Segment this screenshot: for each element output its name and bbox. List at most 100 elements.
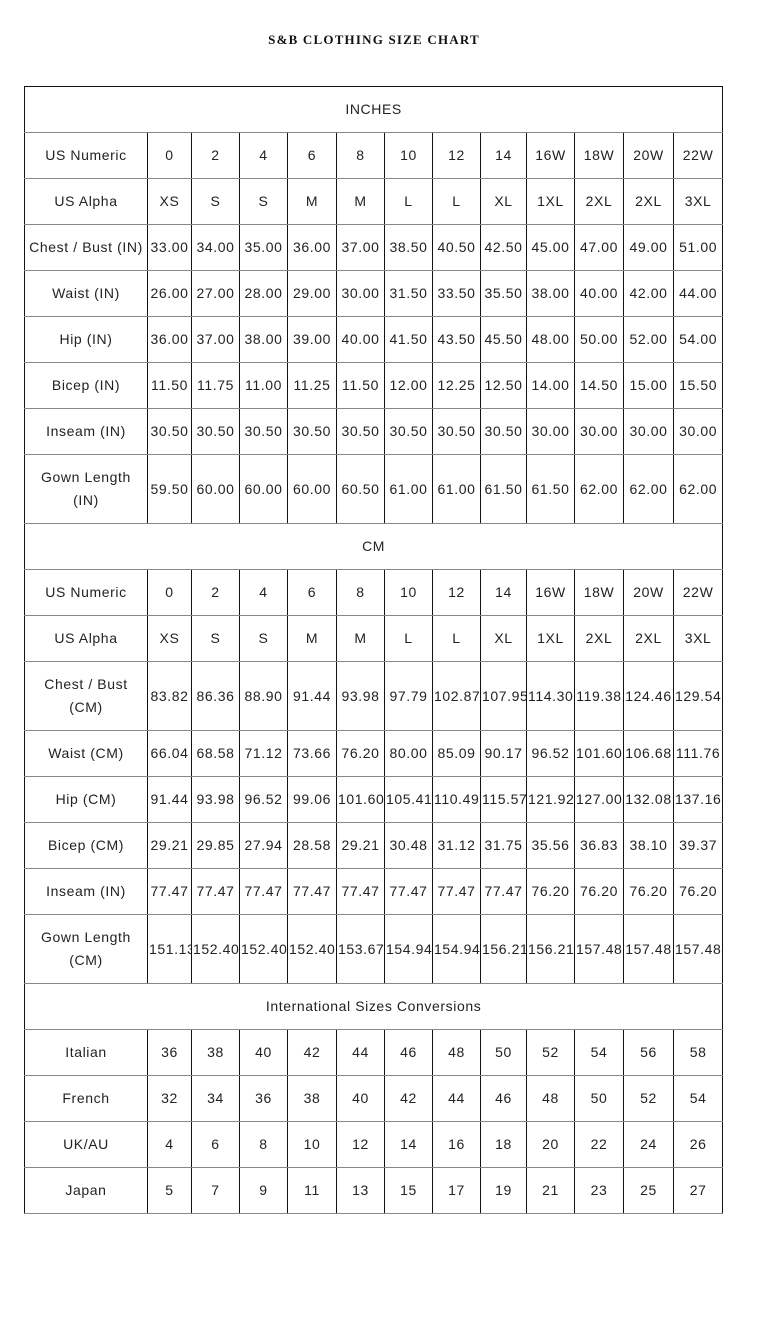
table-row: Hip (IN) 36.00 37.00 38.00 39.00 40.00 41.50 43… (24, 316, 724, 363)
size-value-cell: 48 (432, 1029, 481, 1076)
size-value-cell: 93.98 (336, 661, 385, 731)
size-value-cell: 0 (147, 569, 192, 616)
size-value-cell: 10 (384, 132, 433, 179)
table-row: Chest / Bust (IN) 33.00 34.00 35.00 36.00 37.… (24, 224, 724, 271)
size-value-cell: 13 (336, 1167, 385, 1214)
row-label: US Alpha (24, 615, 148, 662)
size-value-cell: 23 (574, 1167, 624, 1214)
size-value-cell: 83.82 (147, 661, 192, 731)
size-value-cell: 77.47 (336, 868, 385, 915)
table-row: US Numeric 0 2 4 6 8 10 12 14 16W 18W 20W 22W (24, 132, 724, 179)
row-label: US Numeric (24, 132, 148, 179)
size-value-cell: 73.66 (287, 730, 337, 777)
size-value-cell: 40 (239, 1029, 288, 1076)
size-value-cell: 76.20 (336, 730, 385, 777)
size-value-cell: 30.00 (672, 408, 724, 455)
size-value-cell: 154.94 (384, 914, 433, 984)
size-value-cell: 18 (480, 1121, 527, 1168)
size-value-cell: 34 (191, 1075, 240, 1122)
size-value-cell: 152.40 (239, 914, 288, 984)
row-label: Chest / Bust (CM) (24, 661, 148, 731)
size-value-cell: 12.50 (480, 362, 527, 409)
size-value-cell: 56 (623, 1029, 674, 1076)
size-value-cell: 14 (480, 132, 527, 179)
size-value-cell: 11.50 (336, 362, 385, 409)
size-value-cell: 42.00 (623, 270, 674, 317)
size-value-cell: S (191, 178, 240, 225)
size-value-cell: 101.60 (574, 730, 624, 777)
size-value-cell: 10 (384, 569, 433, 616)
table-row: Chest / Bust (CM) 83.82 86.36 88.90 91.44 93.… (24, 661, 724, 731)
size-value-cell: 119.38 (574, 661, 624, 731)
size-value-cell: 62.00 (623, 454, 674, 524)
size-value-cell: 49.00 (623, 224, 674, 271)
size-value-cell: 16 (432, 1121, 481, 1168)
size-value-cell: 33.50 (432, 270, 481, 317)
table-row: Bicep (IN) 11.50 11.75 11.00 11.25 11.50 12.00… (24, 362, 724, 409)
size-value-cell: 77.47 (480, 868, 527, 915)
size-value-cell: 31.75 (480, 822, 527, 869)
size-value-cell: 71.12 (239, 730, 288, 777)
size-value-cell: 137.16 (672, 776, 724, 823)
size-value-cell: 18W (574, 569, 624, 616)
table-row: US Alpha XS S S M M L L XL 1XL 2XL 2XL 3XL (24, 178, 724, 225)
size-value-cell: 45.50 (480, 316, 527, 363)
size-value-cell: XS (147, 178, 192, 225)
size-value-cell: 29.21 (147, 822, 192, 869)
size-value-cell: 114.30 (526, 661, 575, 731)
size-value-cell: XS (147, 615, 192, 662)
size-value-cell: 115.57 (480, 776, 527, 823)
size-value-cell: 38.50 (384, 224, 433, 271)
size-value-cell: 129.54 (672, 661, 724, 731)
size-value-cell: 151.13 (147, 914, 192, 984)
size-value-cell: 76.20 (526, 868, 575, 915)
size-value-cell: L (432, 178, 481, 225)
size-value-cell: 26.00 (147, 270, 192, 317)
size-value-cell: 37.00 (336, 224, 385, 271)
size-value-cell: 30.50 (287, 408, 337, 455)
table-row: French 32 34 36 38 40 42 44 46 48 50 52 54 (24, 1075, 724, 1122)
table-row: Japan 5 7 9 11 13 15 17 19 21 23 25 27 (24, 1167, 724, 1214)
size-value-cell: 46 (480, 1075, 527, 1122)
size-value-cell: XL (480, 615, 527, 662)
size-value-cell: 127.00 (574, 776, 624, 823)
row-label: Bicep (CM) (24, 822, 148, 869)
size-value-cell: 5 (147, 1167, 192, 1214)
size-value-cell: 132.08 (623, 776, 674, 823)
size-value-cell: 156.21 (480, 914, 527, 984)
size-value-cell: 14.50 (574, 362, 624, 409)
size-value-cell: 40.00 (574, 270, 624, 317)
size-value-cell: 60.00 (191, 454, 240, 524)
size-value-cell: 21 (526, 1167, 575, 1214)
table-row: US Alpha XS S S M M L L XL 1XL 2XL 2XL 3XL (24, 615, 724, 662)
size-value-cell: 15.00 (623, 362, 674, 409)
size-value-cell: 30.50 (191, 408, 240, 455)
size-value-cell: 30.50 (384, 408, 433, 455)
size-value-cell: 52.00 (623, 316, 674, 363)
size-value-cell: 58 (672, 1029, 724, 1076)
row-label: Inseam (IN) (24, 408, 148, 455)
size-value-cell: 101.60 (336, 776, 385, 823)
size-value-cell: 96.52 (526, 730, 575, 777)
size-value-cell: 16W (526, 569, 575, 616)
size-value-cell: 152.40 (191, 914, 240, 984)
size-value-cell: 77.47 (287, 868, 337, 915)
table-row: Bicep (CM) 29.21 29.85 27.94 28.58 29.21 30.48… (24, 822, 724, 869)
size-value-cell: 7 (191, 1167, 240, 1214)
size-value-cell: 0 (147, 132, 192, 179)
size-value-cell: 77.47 (147, 868, 192, 915)
row-label: Gown Length (IN) (24, 454, 148, 524)
section-header-row: International Sizes Conversions (23, 983, 724, 1030)
size-value-cell: 38.00 (239, 316, 288, 363)
table-row: Inseam (IN) 77.47 77.47 77.47 77.47 77.47 77.4… (24, 868, 724, 915)
size-value-cell: 20W (623, 132, 674, 179)
size-value-cell: M (336, 615, 385, 662)
size-value-cell: 91.44 (287, 661, 337, 731)
size-value-cell: 66.04 (147, 730, 192, 777)
size-value-cell: 76.20 (574, 868, 624, 915)
row-label: Hip (CM) (24, 776, 148, 823)
size-value-cell: 157.48 (623, 914, 674, 984)
table-row: Gown Length (CM) 151.13 152.40 152.40 152.40… (24, 914, 724, 984)
size-value-cell: 46 (384, 1029, 433, 1076)
table-row: Waist (CM) 66.04 68.58 71.12 73.66 76.20 80.00… (24, 730, 724, 777)
